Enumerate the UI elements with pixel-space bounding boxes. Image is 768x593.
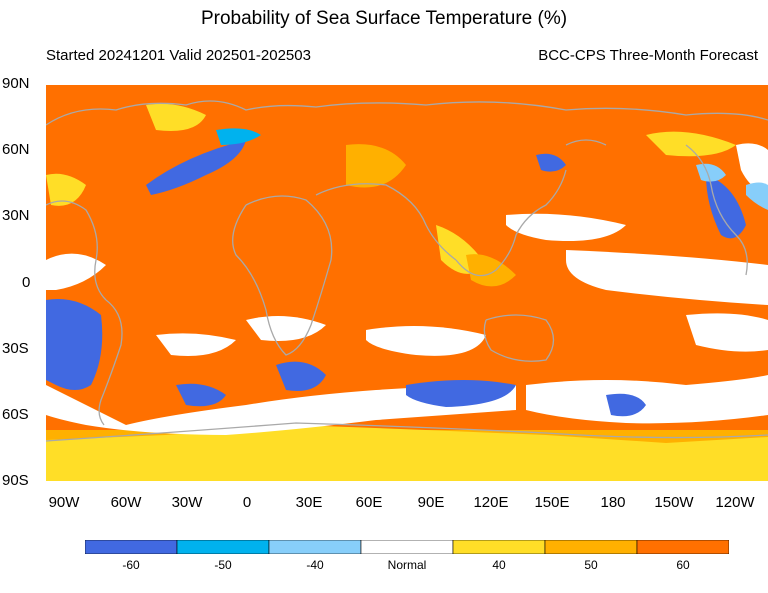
lat-label-30s: 30S (2, 340, 29, 357)
lon-label: 120W (715, 494, 755, 511)
lat-label-90n: 90N (2, 75, 30, 92)
lon-label: 60E (355, 494, 383, 511)
lon-label: 150E (534, 494, 570, 511)
lat-label-eq: 0 (22, 274, 31, 291)
colorbar-label: 60 (676, 558, 690, 572)
colorbar-label: 50 (584, 558, 598, 572)
lon-label: 90E (417, 494, 445, 511)
coastlines (46, 100, 768, 442)
lon-label: 150W (654, 494, 694, 511)
lat-label-60n: 60N (2, 141, 30, 158)
colorbar-swatch (85, 540, 178, 554)
colorbar-swatch (452, 540, 546, 554)
map-title: Probability of Sea Surface Temperature (… (200, 8, 568, 29)
moderate-warm-areas (46, 103, 768, 481)
lat-label-90s: 90S (2, 472, 29, 489)
lon-label: 0 (242, 494, 252, 511)
forecast-map (46, 85, 768, 481)
forecast-period: Started 20241201 Valid 202501-202503 (46, 47, 311, 64)
colorbar-label: -40 (306, 558, 324, 572)
cold-areas (46, 128, 768, 417)
colorbar-label: -60 (122, 558, 140, 572)
lon-label: 180 (600, 494, 626, 511)
lat-label-60s: 60S (2, 406, 29, 423)
colorbar (85, 540, 729, 554)
colorbar-swatch (636, 540, 729, 554)
normal-areas (46, 143, 768, 435)
lon-label: 30W (171, 494, 203, 511)
lon-label: 30E (295, 494, 323, 511)
lat-label-30n: 30N (2, 207, 30, 224)
lon-label: 120E (473, 494, 509, 511)
colorbar-swatch (544, 540, 638, 554)
lon-label: 60W (110, 494, 142, 511)
lon-label: 90W (48, 494, 80, 511)
colorbar-label: 40 (492, 558, 506, 572)
colorbar-label: -50 (214, 558, 232, 572)
colorbar-swatch (176, 540, 270, 554)
colorbar-swatch (268, 540, 362, 554)
colorbar-swatch (360, 540, 454, 554)
model-name: BCC-CPS Three-Month Forecast (538, 47, 758, 64)
colorbar-label: Normal (387, 558, 427, 572)
